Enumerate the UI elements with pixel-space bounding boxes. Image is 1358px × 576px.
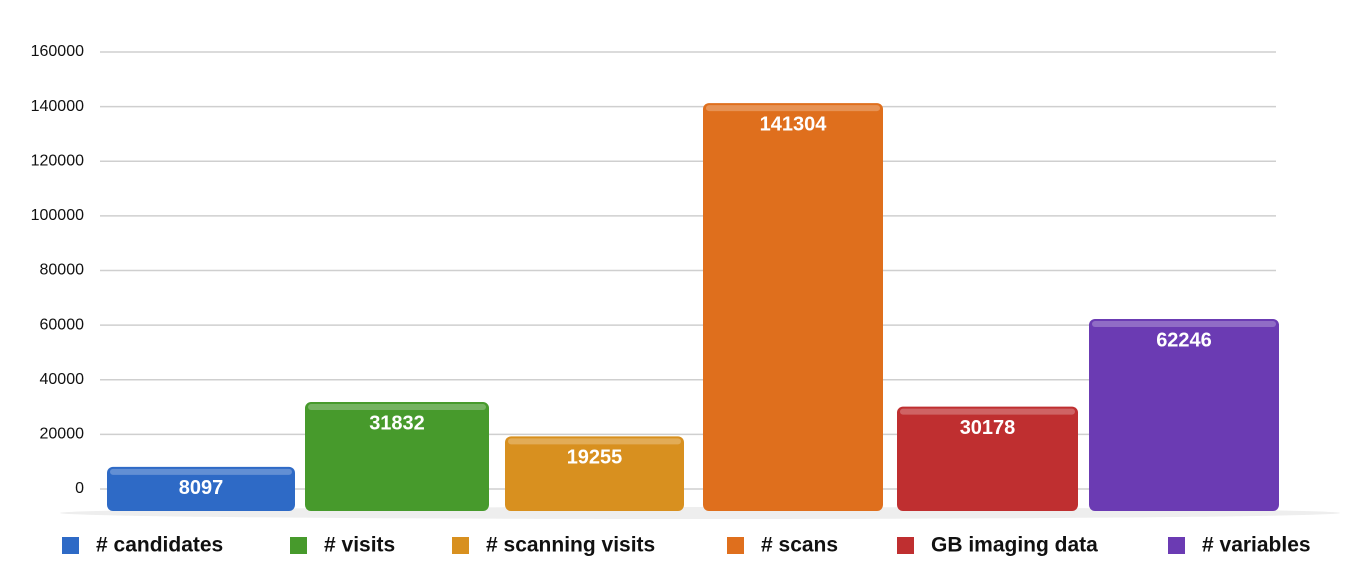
legend-label: # candidates: [96, 534, 223, 557]
legend-label: # scans: [761, 534, 838, 557]
bar-highlight: [1092, 320, 1276, 327]
y-tick-label: 60000: [40, 316, 85, 333]
value-label: 8097: [179, 477, 224, 499]
value-label: 30178: [960, 417, 1016, 439]
bar: [107, 466, 295, 511]
value-label: 31832: [369, 412, 425, 434]
legend-swatch: [62, 537, 79, 554]
y-tick-label: 20000: [40, 426, 85, 443]
bar: [897, 406, 1078, 511]
value-label: 62246: [1156, 329, 1212, 351]
bar-highlight: [706, 105, 880, 112]
y-tick-label: 0: [75, 480, 84, 497]
value-label: 19255: [567, 447, 623, 469]
bar: [305, 402, 489, 511]
legend-swatch: [897, 537, 914, 554]
y-tick-label: 140000: [31, 98, 84, 115]
bar-highlight: [110, 468, 292, 475]
y-tick-label: 160000: [31, 43, 84, 60]
legend-label: GB imaging data: [931, 534, 1098, 557]
bar-highlight: [900, 408, 1075, 415]
bar-highlight: [308, 404, 486, 411]
y-tick-label: 80000: [40, 262, 85, 279]
y-tick-label: 100000: [31, 207, 84, 224]
legend-swatch: [727, 537, 744, 554]
y-tick-label: 120000: [31, 152, 84, 169]
legend-label: # scanning visits: [486, 534, 655, 557]
legend-swatch: [452, 537, 469, 554]
legend-swatch: [290, 537, 307, 554]
bar-highlight: [508, 438, 681, 445]
bar: [1089, 318, 1279, 511]
bar: [703, 103, 883, 512]
legend-swatch: [1168, 537, 1185, 554]
value-label: 141304: [760, 113, 828, 135]
bar: [505, 436, 684, 511]
legend-label: # visits: [324, 534, 395, 557]
legend-label: # variables: [1202, 534, 1311, 557]
y-tick-label: 40000: [40, 371, 85, 388]
